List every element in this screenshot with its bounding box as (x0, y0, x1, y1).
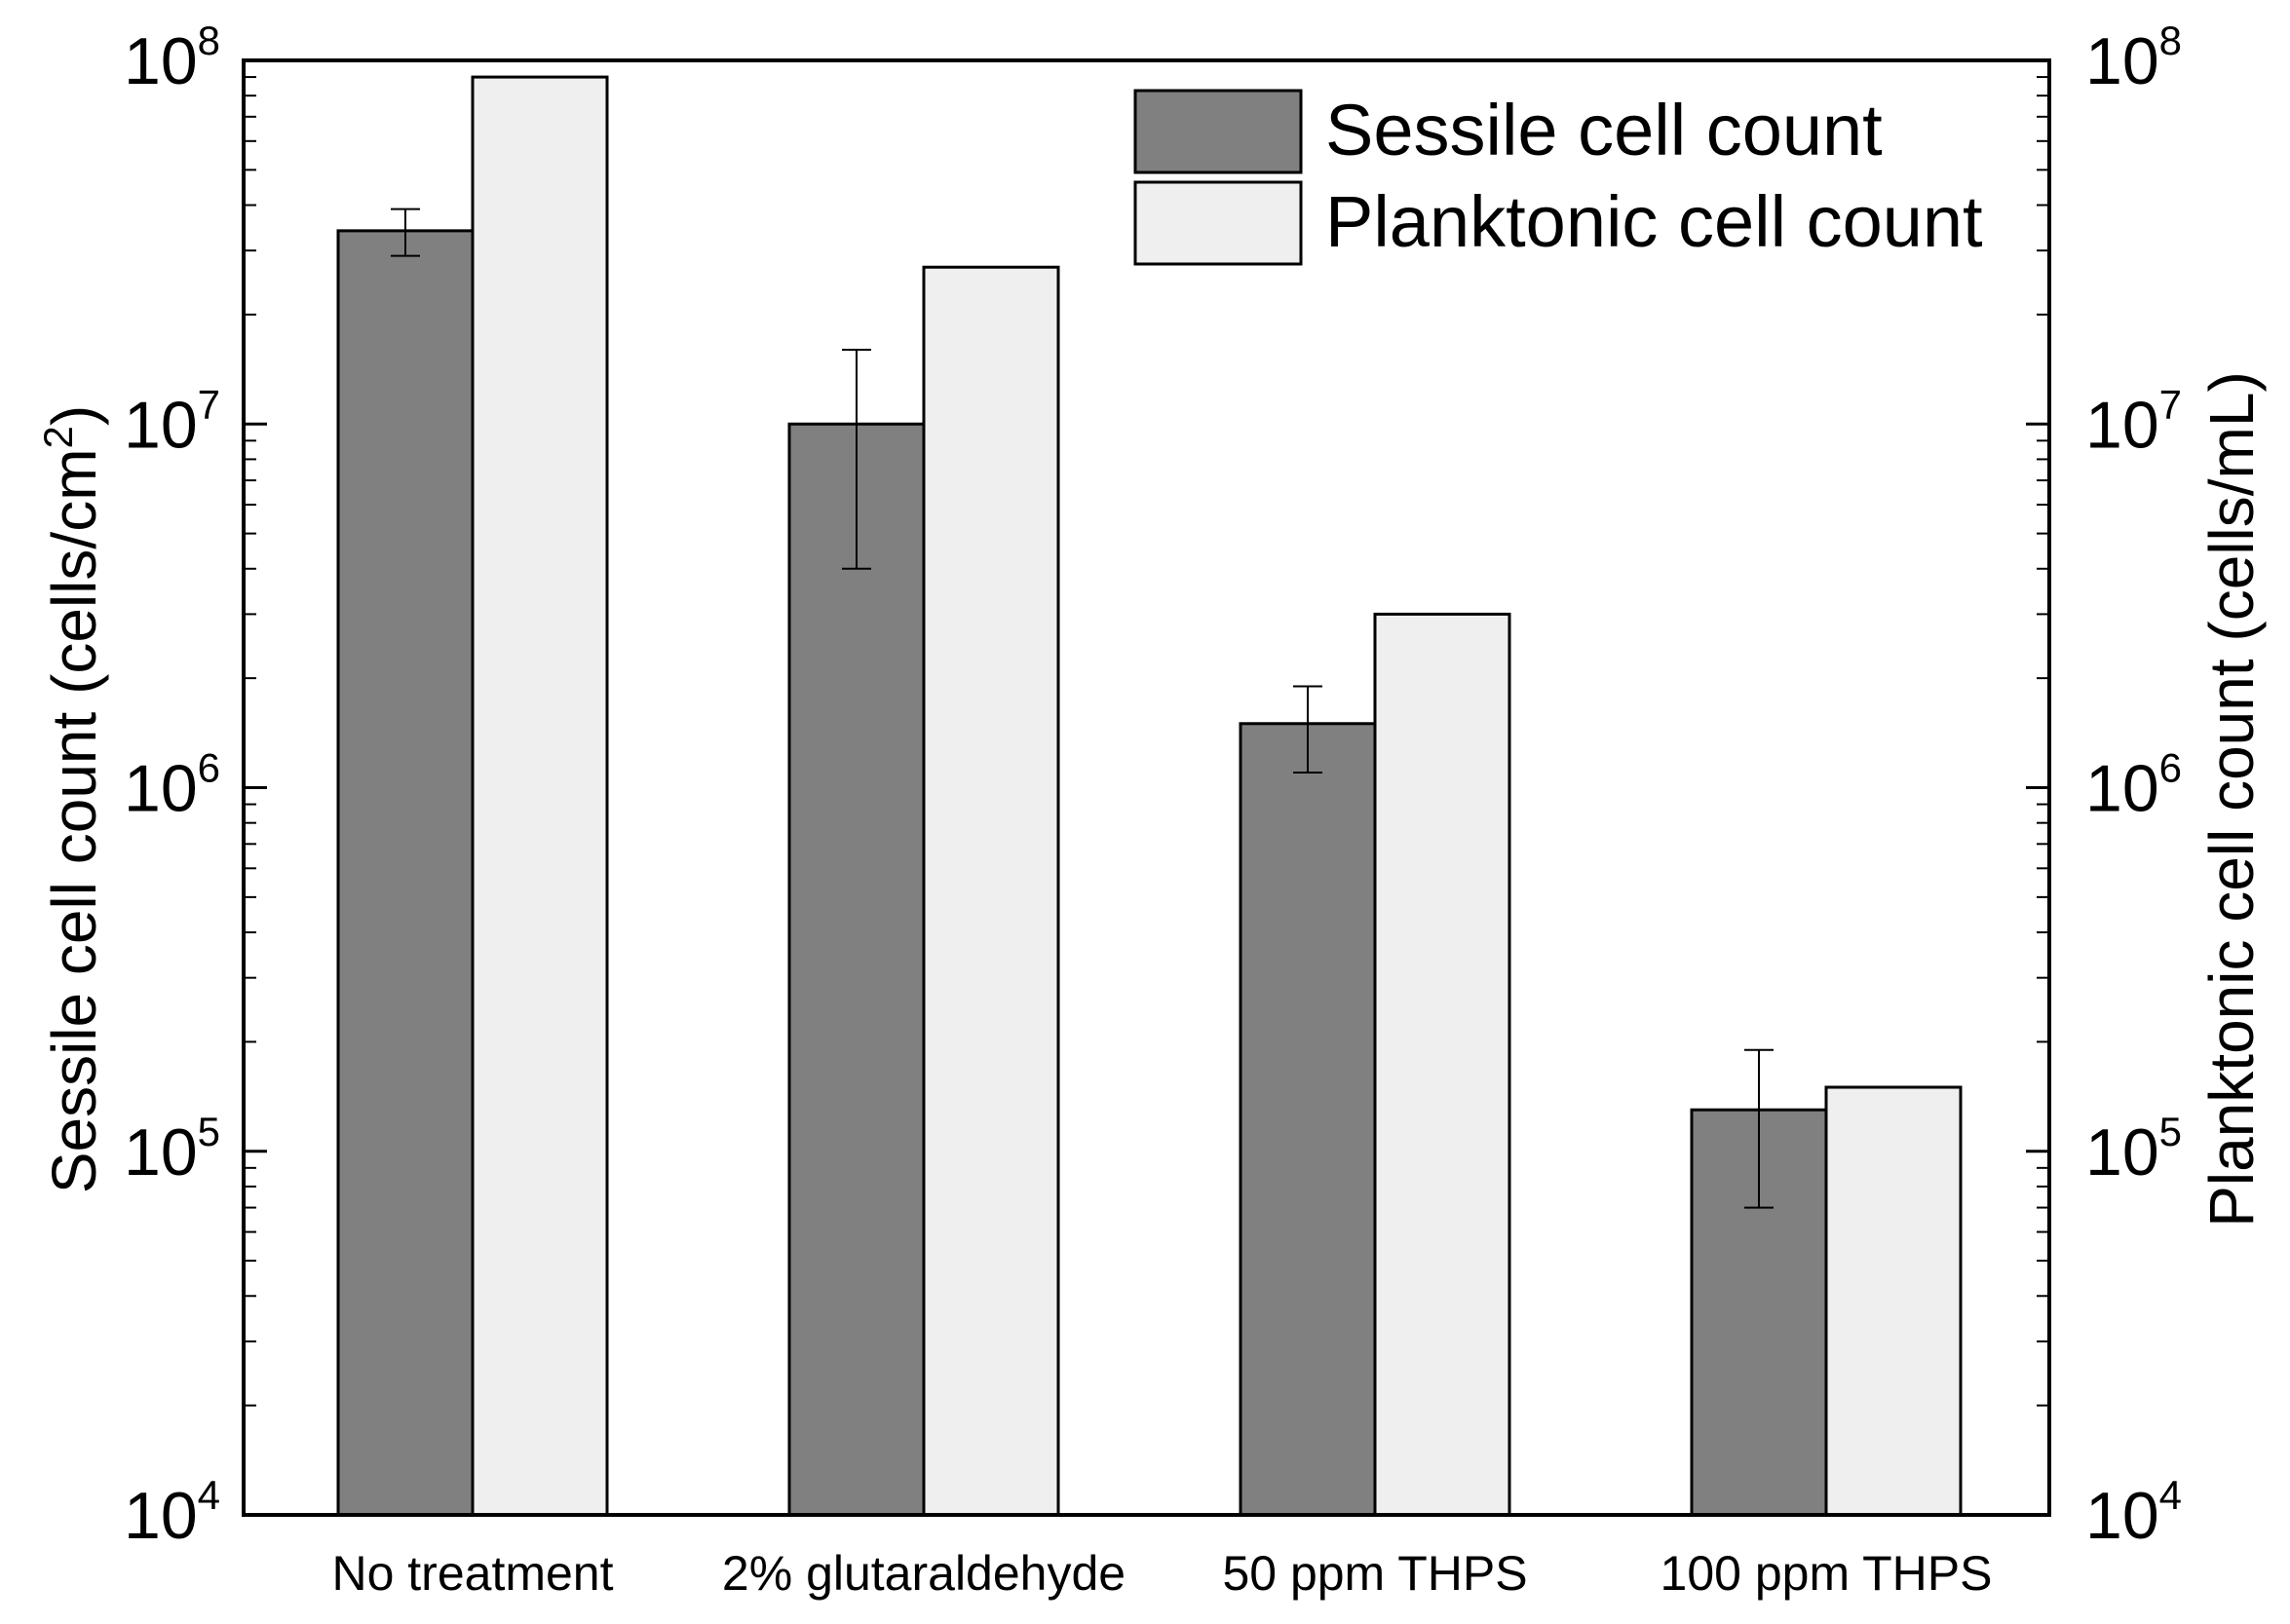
bar-planktonic-2 (1373, 612, 1511, 1517)
bars-layer (336, 75, 1963, 1517)
x-tick-label-2: 50 ppm THPS (1222, 1546, 1527, 1601)
y-right-axis-title: Planktonic cell count (cells/mL) (2196, 371, 2267, 1227)
y-right-tick-label-3: 107 (2085, 381, 2182, 462)
bar-planktonic-3 (1824, 1085, 1963, 1517)
legend: Sessile cell count Planktonic cell count (1133, 89, 1983, 266)
bar-planktonic-1 (922, 265, 1060, 1517)
bar-sessile-0 (336, 229, 475, 1517)
bar-sessile-2 (1239, 722, 1377, 1517)
y-right-tick-label-1: 105 (2085, 1109, 2182, 1190)
y-right-tick-label-0: 104 (2085, 1472, 2182, 1553)
ticks-layer (244, 58, 2049, 1517)
y-left-tick-label-4: 108 (124, 18, 220, 98)
labels-layer: No treatment 2% glutaraldehyde 50 ppm THPS… (124, 18, 2182, 1601)
bar-planktonic-0 (471, 75, 609, 1517)
y-left-tick-label-0: 104 (124, 1472, 220, 1553)
bar-sessile-1 (787, 422, 926, 1517)
legend-label-planktonic: Planktonic cell count (1325, 181, 1983, 262)
x-tick-label-1: 2% glutaraldehyde (722, 1546, 1126, 1601)
legend-swatch-sessile (1133, 89, 1303, 174)
y-left-axis-title: Sessile cell count (cells/cm2) (35, 405, 109, 1193)
y-left-tick-label-2: 106 (124, 745, 220, 826)
y-right-tick-label-2: 106 (2085, 745, 2182, 826)
y-right-tick-label-4: 108 (2085, 18, 2182, 98)
error-bars-layer (391, 208, 1774, 1209)
x-tick-label-3: 100 ppm THPS (1660, 1546, 1993, 1601)
legend-label-sessile: Sessile cell count (1325, 90, 1883, 170)
legend-swatch-planktonic (1133, 180, 1303, 266)
y-left-tick-label-3: 107 (124, 381, 220, 462)
x-tick-label-0: No treatment (331, 1546, 613, 1601)
y-left-tick-label-1: 105 (124, 1109, 220, 1190)
